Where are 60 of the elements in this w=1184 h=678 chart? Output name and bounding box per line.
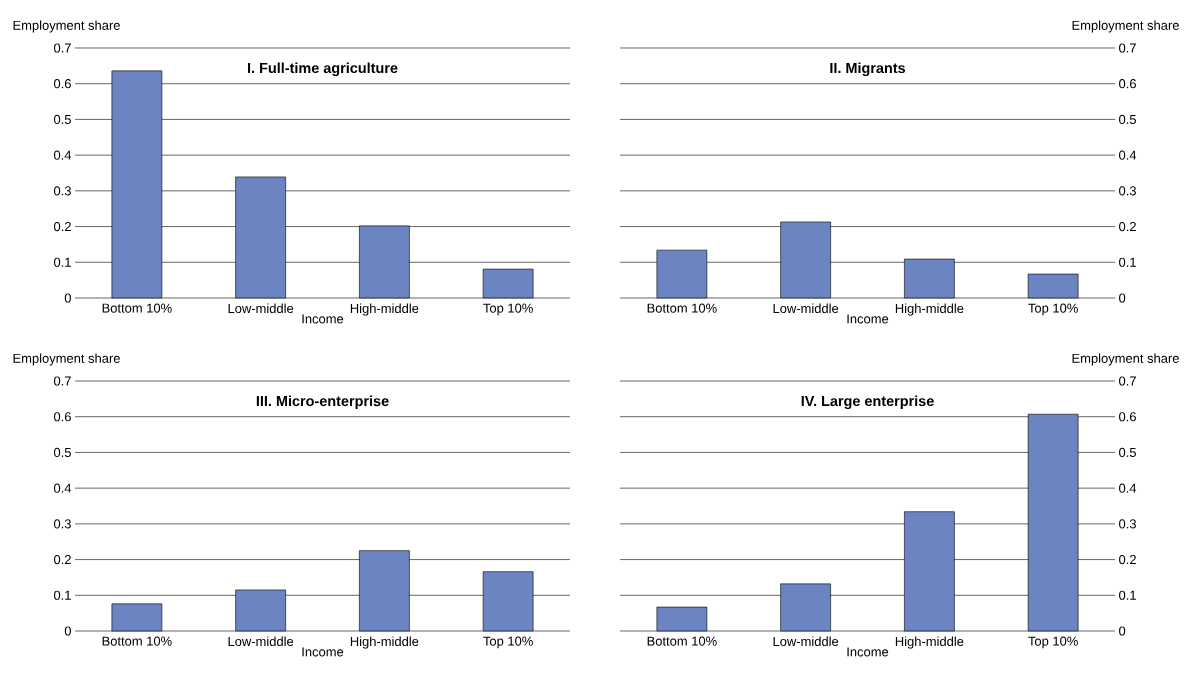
text: I. Full-time agriculture — [248, 62, 398, 77]
y-tick-label: 0.2 — [1119, 554, 1136, 565]
x-tick-label: Bottom 10% — [647, 303, 717, 313]
y-tick-label: 0.5 — [1119, 447, 1136, 458]
y-tick-label: 0.7 — [1119, 376, 1136, 386]
x-axis-title: Income — [847, 647, 889, 657]
y-tick-label: 0.3 — [53, 519, 71, 529]
y-tick-label: 0 — [64, 293, 71, 303]
x-tick-label: High-middle — [895, 636, 964, 649]
text: III. Micro-enterprise — [256, 395, 389, 409]
x-tick-label: Top 10% — [1028, 303, 1078, 316]
text: II. Migrants — [830, 62, 906, 77]
y-axis-title: Employment share — [1072, 20, 1179, 33]
y-tick-label: 0.7 — [53, 376, 71, 386]
y-tick-label: 0.1 — [53, 257, 71, 267]
y-tick-label: 0.3 — [53, 186, 71, 196]
text: IV. Large enterprise — [801, 395, 934, 410]
y-tick-label: 0.1 — [1119, 257, 1136, 267]
y-tick-label: 0.1 — [1119, 590, 1136, 600]
x-tick-label: Bottom 10% — [102, 303, 172, 313]
x-tick-label: High-middle — [895, 303, 964, 316]
y-tick-label: 0.4 — [53, 483, 72, 493]
x-tick-label: High-middle — [350, 303, 419, 316]
y-tick-label: 0 — [1119, 626, 1126, 636]
y-axis-title: Employment share — [13, 20, 120, 33]
y-tick-label: 0.7 — [53, 43, 71, 53]
x-tick-label: Bottom 10% — [647, 636, 717, 646]
y-tick-label: 0.6 — [1119, 412, 1136, 422]
y-tick-label: 0 — [1119, 293, 1126, 303]
y-tick-label: 0.4 — [53, 150, 72, 160]
y-tick-label: 0.6 — [53, 79, 71, 89]
y-tick-label: 0.3 — [1119, 519, 1136, 529]
y-tick-label: 0.4 — [1119, 150, 1137, 160]
y-tick-label: 0.3 — [1119, 186, 1136, 196]
y-tick-label: 0.2 — [1119, 221, 1136, 232]
x-axis-title: Income — [847, 314, 889, 324]
x-tick-label: Low-middle — [773, 303, 839, 314]
y-tick-label: 0.2 — [53, 554, 71, 565]
y-tick-label: 0.2 — [53, 221, 71, 232]
y-tick-label: 0.5 — [53, 447, 71, 458]
x-axis-title: Income — [302, 647, 344, 657]
y-tick-label: 0.6 — [53, 412, 71, 422]
x-axis-title: Income — [302, 314, 344, 324]
y-tick-label: 0.7 — [1119, 43, 1136, 53]
x-tick-label: Bottom 10% — [102, 636, 172, 646]
y-tick-label: 0.5 — [53, 114, 71, 125]
x-tick-label: Top 10% — [483, 636, 533, 649]
x-tick-label: High-middle — [350, 636, 419, 649]
y-tick-label: 0.4 — [1119, 483, 1137, 493]
y-axis-title: Employment share — [1072, 353, 1179, 366]
x-tick-label: Low-middle — [228, 636, 294, 647]
y-axis-title: Employment share — [13, 353, 120, 366]
x-tick-label: Top 10% — [1028, 636, 1078, 649]
x-tick-label: Low-middle — [228, 303, 294, 314]
y-tick-label: 0.1 — [53, 590, 71, 600]
x-tick-label: Low-middle — [773, 636, 839, 647]
y-tick-label: 0 — [64, 626, 71, 636]
y-tick-label: 0.6 — [1119, 79, 1136, 89]
x-tick-label: Top 10% — [483, 303, 533, 316]
y-tick-label: 0.5 — [1119, 114, 1136, 125]
